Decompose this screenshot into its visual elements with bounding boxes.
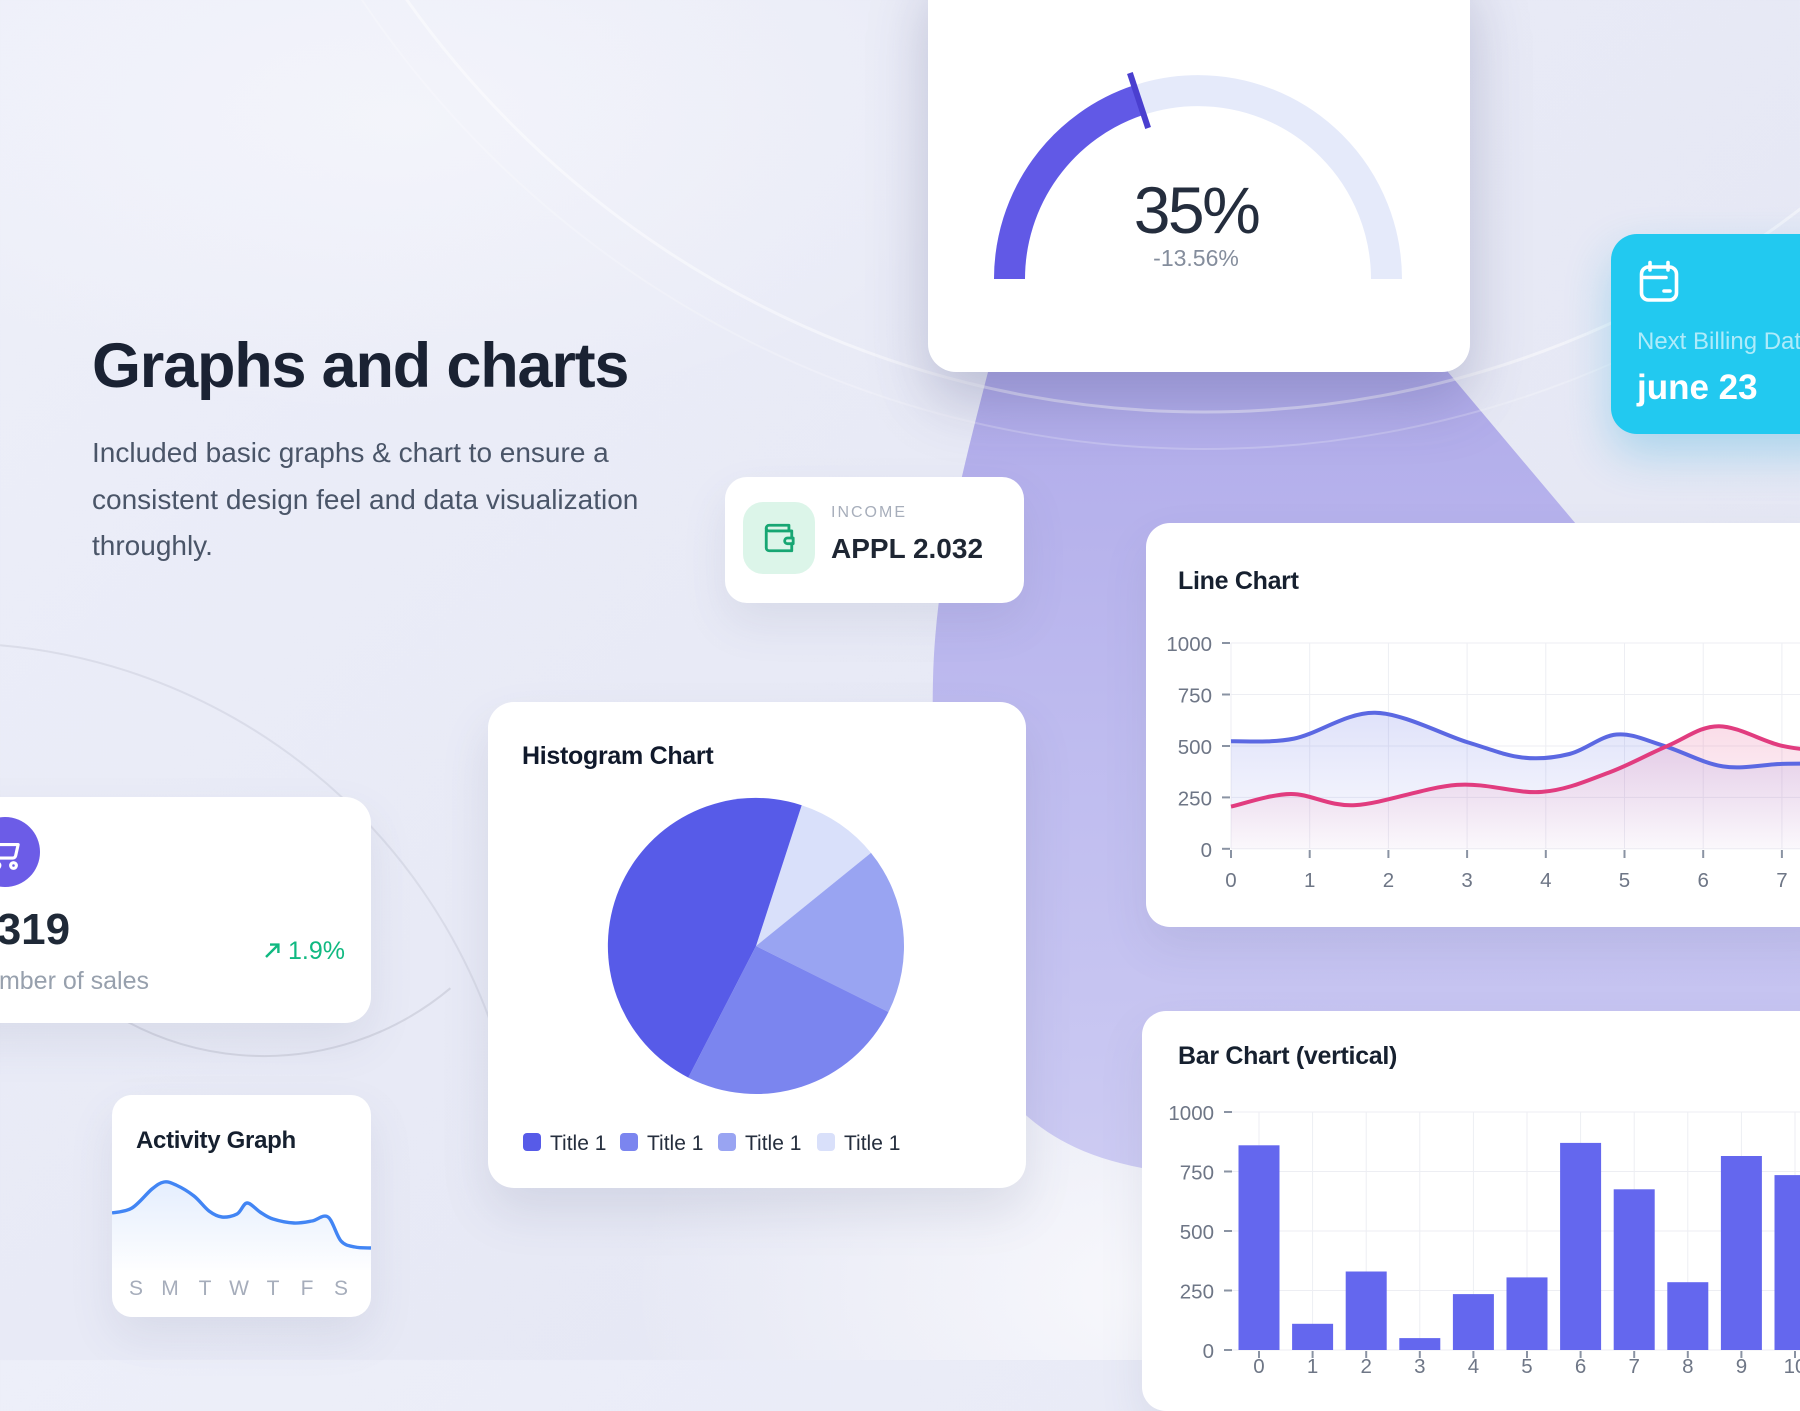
svg-text:8: 8 (1682, 1355, 1693, 1378)
svg-text:4: 4 (1540, 869, 1551, 892)
svg-text:1000: 1000 (1166, 633, 1212, 656)
svg-text:6: 6 (1575, 1355, 1586, 1378)
svg-text:T: T (199, 1277, 212, 1300)
svg-text:250: 250 (1180, 1281, 1214, 1304)
svg-text:0: 0 (1201, 839, 1212, 862)
svg-text:T: T (267, 1277, 280, 1300)
svg-text:0: 0 (1225, 869, 1236, 892)
svg-text:S: S (129, 1277, 143, 1300)
svg-text:35%: 35% (1134, 173, 1259, 247)
svg-text:9: 9 (1736, 1355, 1747, 1378)
svg-text:S: S (334, 1277, 348, 1300)
svg-text:6: 6 (1697, 869, 1708, 892)
svg-text:M: M (161, 1277, 179, 1300)
svg-text:2: 2 (1360, 1355, 1371, 1378)
svg-text:Title 1: Title 1 (550, 1132, 606, 1155)
svg-text:500: 500 (1180, 1221, 1214, 1244)
svg-text:3: 3 (1414, 1355, 1425, 1378)
svg-text:5: 5 (1619, 869, 1630, 892)
svg-text:F: F (301, 1277, 314, 1300)
svg-text:7: 7 (1628, 1355, 1639, 1378)
svg-text:4: 4 (1468, 1355, 1479, 1378)
svg-text:Title 1: Title 1 (647, 1132, 703, 1155)
svg-text:750: 750 (1178, 685, 1212, 708)
svg-text:W: W (229, 1277, 249, 1300)
svg-text:1: 1 (1304, 869, 1315, 892)
svg-text:2: 2 (1383, 869, 1394, 892)
svg-text:0: 0 (1253, 1355, 1264, 1378)
svg-text:1: 1 (1307, 1355, 1318, 1378)
svg-text:5: 5 (1521, 1355, 1532, 1378)
svg-text:10: 10 (1784, 1355, 1800, 1378)
svg-text:500: 500 (1178, 736, 1212, 759)
svg-text:7: 7 (1776, 869, 1787, 892)
svg-text:1000: 1000 (1168, 1102, 1214, 1125)
svg-text:Title 1: Title 1 (844, 1132, 900, 1155)
svg-text:250: 250 (1178, 787, 1212, 810)
svg-text:3: 3 (1461, 869, 1472, 892)
svg-text:750: 750 (1180, 1162, 1214, 1185)
svg-text:Title 1: Title 1 (745, 1132, 801, 1155)
svg-text:-13.56%: -13.56% (1153, 245, 1239, 271)
